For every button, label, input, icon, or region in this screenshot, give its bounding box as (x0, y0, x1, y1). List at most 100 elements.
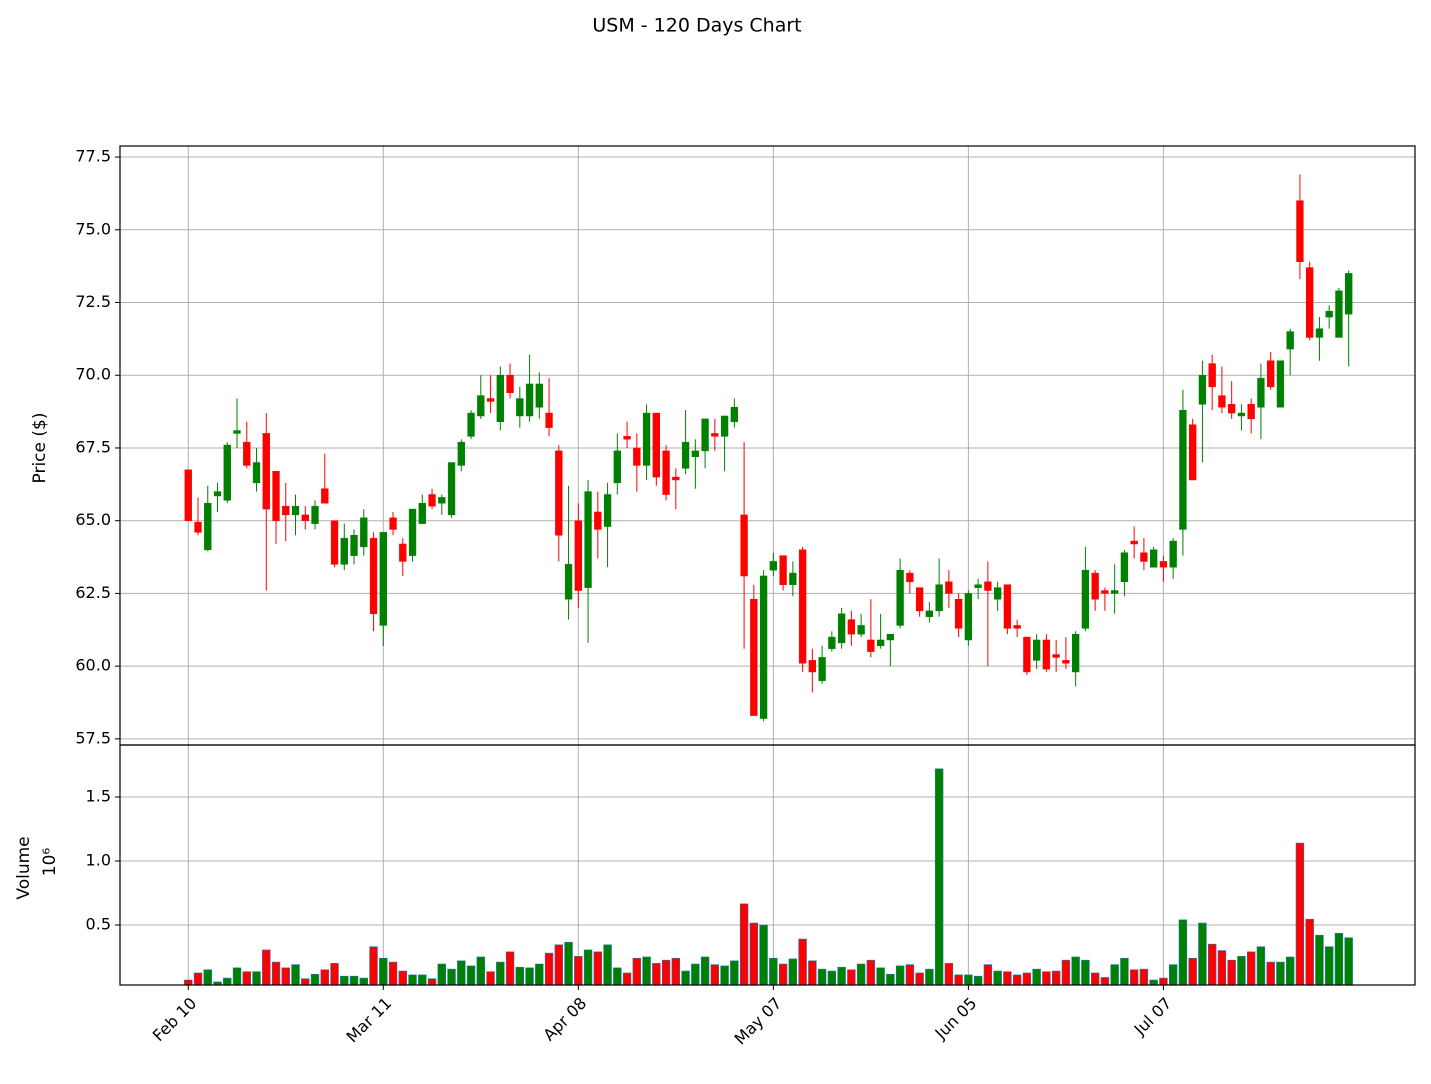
candle-body (681, 441, 690, 469)
candle-body (633, 447, 641, 466)
candle-body (1042, 639, 1051, 670)
candle-body (1247, 404, 1255, 420)
candle-body (223, 444, 231, 501)
volume-bar (1178, 919, 1188, 986)
volume-bar (525, 967, 534, 986)
candle-body (1159, 561, 1168, 568)
volume-bar (700, 956, 710, 986)
volume-offset-label: 10⁶ (40, 848, 60, 877)
candle-body (340, 537, 348, 565)
y-tick-label: 75.0 (75, 219, 111, 238)
candle-body (993, 587, 1002, 600)
volume-bar (203, 969, 212, 986)
candle-body (886, 633, 895, 641)
candle-body (447, 462, 456, 516)
volume-bar (691, 963, 700, 986)
candle-body (1335, 290, 1343, 338)
volume-bar (418, 974, 427, 986)
volume-bar (184, 979, 193, 986)
volume-bar (1246, 951, 1256, 986)
volume-bar (223, 977, 232, 986)
volume-axis-label: Volume (14, 836, 34, 899)
volume-bar (895, 965, 905, 986)
candle-body (252, 462, 261, 484)
volume-bar (1217, 950, 1227, 986)
candle-body (701, 418, 709, 452)
volume-bar (915, 972, 924, 986)
candle-body (1032, 639, 1041, 661)
candle-body (1267, 360, 1275, 388)
candle-body (915, 587, 924, 612)
volume-bar (788, 958, 798, 986)
candle-body (906, 572, 914, 583)
candle-body (818, 657, 826, 681)
candle-body (457, 441, 465, 466)
candle-body (1228, 404, 1236, 414)
volume-bar (1051, 970, 1061, 986)
candle-body (506, 374, 514, 393)
candle-body (243, 441, 251, 466)
y-tick-label: 60.0 (75, 656, 111, 675)
volume-bar (1295, 842, 1305, 986)
volume-bar (1042, 971, 1051, 986)
volume-bar (379, 957, 388, 986)
volume-bar (866, 959, 876, 986)
candle-body (750, 599, 758, 716)
volume-bar (388, 961, 398, 986)
volume-bar (1305, 918, 1314, 986)
candle-body (1208, 363, 1216, 388)
volume-bar (349, 975, 359, 986)
candle-body (321, 488, 329, 504)
volume-bar (466, 965, 476, 986)
volume-bar (1315, 934, 1324, 986)
candle-body (759, 575, 768, 719)
candle-body (369, 537, 378, 615)
candle-body (945, 581, 953, 594)
candle-body (1315, 328, 1324, 338)
candle-body (1091, 572, 1099, 600)
candle-body (486, 398, 495, 402)
candle-body (1276, 360, 1285, 408)
y-tick-label: 70.0 (75, 365, 111, 384)
y-tick-label: 72.5 (75, 292, 111, 311)
volume-bar (359, 977, 368, 986)
candle-body (204, 502, 212, 551)
volume-bar (593, 951, 603, 986)
volume-bar (535, 963, 544, 986)
volume-bar (934, 768, 944, 986)
volume-bar (1256, 946, 1266, 986)
candle-body (1257, 377, 1265, 408)
candle-body (740, 514, 748, 577)
candle-body (1286, 331, 1294, 350)
volume-bar (1276, 961, 1285, 986)
candle-body (1023, 636, 1031, 673)
candle-body (798, 549, 807, 664)
volume-bar (262, 949, 271, 986)
volume-bar (457, 960, 466, 986)
volume-bar (973, 975, 983, 986)
x-tick-label: Mar 11 (343, 994, 396, 1047)
volume-bar (1081, 959, 1090, 986)
volume-bar (271, 961, 281, 986)
volume-bar (486, 971, 495, 986)
candle-body (1198, 374, 1207, 405)
volume-bar (1012, 974, 1022, 986)
candle-body (555, 450, 563, 536)
volume-bar (632, 957, 642, 986)
candle-body (1306, 267, 1314, 338)
candle-body (594, 511, 602, 530)
candle-body (301, 514, 309, 521)
volume-bar (1285, 956, 1295, 986)
y-tick-label: 62.5 (75, 583, 111, 602)
candle-body (282, 505, 290, 516)
volume-bar (564, 941, 573, 986)
volume-bar (603, 944, 612, 986)
volume-bar (739, 903, 749, 986)
candle-body (262, 433, 270, 510)
candle-body (1169, 540, 1177, 568)
volume-bar (876, 967, 885, 986)
candle-body (720, 415, 729, 437)
candle-body (769, 561, 778, 571)
candle-body (428, 494, 436, 507)
candle-body (1013, 625, 1021, 629)
